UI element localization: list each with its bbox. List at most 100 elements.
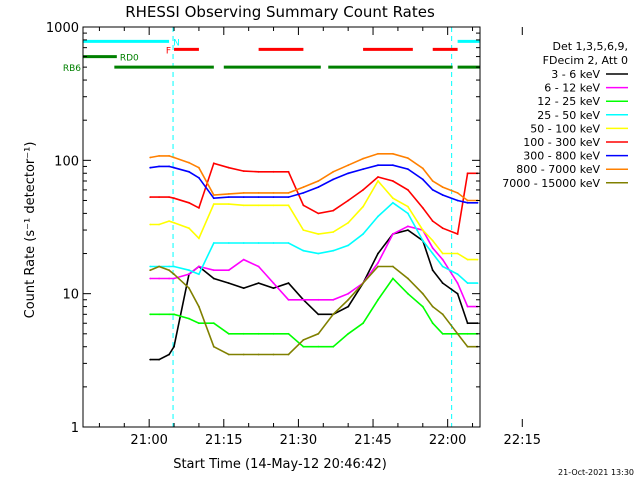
series-4-point-3 [173, 265, 175, 268]
series-8-point-7 [227, 193, 230, 195]
series-7-point-16 [362, 168, 364, 171]
series-2-point-11 [287, 298, 290, 301]
series-5-point-1 [158, 223, 161, 226]
series-4-point-2 [168, 265, 171, 268]
series-3-point-4 [188, 317, 190, 320]
series-4-point-15 [347, 244, 350, 247]
series-4-point-9 [257, 242, 260, 244]
series-6-point-18 [392, 180, 394, 182]
series-9-point-0 [149, 269, 152, 272]
series-5-point-19 [407, 205, 409, 208]
series-6-point-19 [407, 189, 409, 191]
series-1-point-17 [377, 252, 379, 255]
series-6-point-9 [257, 170, 260, 173]
series-6-point-15 [347, 199, 350, 202]
series-6-point-8 [242, 170, 245, 173]
series-8-point-5 [198, 166, 200, 169]
series-8-point-23 [456, 192, 459, 194]
series-3-point-0 [149, 313, 152, 316]
series-8-point-21 [431, 180, 434, 182]
series-9-point-8 [242, 353, 245, 356]
series-2-point-2 [168, 277, 171, 280]
series-4-point-19 [407, 212, 409, 215]
series-1-point-19 [407, 229, 409, 232]
series-4-point-25 [476, 282, 479, 284]
series-5-point-24 [466, 258, 469, 261]
series-3-point-10 [272, 332, 275, 335]
series-6-point-3 [173, 197, 175, 200]
series-3-point-20 [421, 305, 424, 308]
series-6-point-11 [287, 170, 290, 173]
series-2-point-9 [257, 265, 260, 268]
series-7-point-1 [158, 165, 161, 168]
series-9-point-6 [212, 345, 215, 348]
series-2-point-10 [272, 282, 275, 284]
series-9-point-10 [272, 353, 275, 356]
series-6-point-24 [466, 172, 469, 175]
series-6-point-13 [317, 212, 320, 215]
legend-label-5: 50 - 100 keV [530, 122, 600, 135]
series-5-point-10 [272, 204, 275, 207]
series-5-point-4 [188, 227, 190, 230]
series-9-point-15 [347, 298, 350, 301]
series-8-point-8 [242, 192, 245, 194]
series-7-point-23 [456, 199, 459, 202]
series-5-point-20 [421, 229, 424, 232]
series-9-point-7 [227, 353, 230, 356]
series-7-point-3 [173, 166, 175, 169]
series-7-point-8 [242, 196, 245, 199]
series-2-point-24 [466, 305, 469, 308]
series-7-point-21 [431, 189, 434, 191]
series-9-point-12 [302, 339, 305, 341]
series-9-point-4 [188, 287, 190, 289]
series-4-point-24 [466, 282, 469, 284]
legend-label-3: 12 - 25 keV [537, 95, 600, 108]
x-tick-label-21:45: 21:45 [354, 433, 391, 448]
series-3-point-13 [317, 345, 320, 348]
series-9-point-22 [441, 313, 444, 316]
series-8-point-20 [421, 167, 424, 170]
series-6-point-1 [158, 196, 161, 199]
series-7-point-14 [332, 178, 335, 181]
axes: 1 10 100 1000 21:00 21:15 21:30 21:45 22:00 22:15 [46, 21, 541, 448]
series-line-2 [150, 225, 478, 308]
series-6-point-16 [362, 189, 364, 191]
series-1-point-1 [158, 358, 161, 361]
legend-label-6: 100 - 300 keV [523, 136, 600, 149]
series-8-point-17 [377, 152, 379, 155]
legend-label-8: 800 - 7000 keV [516, 163, 600, 176]
series-4-point-0 [149, 265, 152, 268]
y-tick-label-1: 1 [71, 421, 79, 436]
series-line-8 [150, 153, 478, 202]
series-5-point-3 [173, 221, 175, 224]
series-2-point-4 [188, 273, 190, 276]
series-2-point-13 [317, 298, 320, 301]
x-tick-label-22:15: 22:15 [504, 433, 541, 448]
series-2-point-12 [302, 298, 305, 301]
series-8-point-24 [466, 199, 469, 202]
flag-label-n: N [173, 38, 180, 48]
series-2-point-3 [173, 277, 175, 280]
series-3-point-11 [287, 332, 290, 335]
series-3-point-14 [332, 345, 335, 348]
series-5-point-14 [332, 231, 335, 233]
series-9-point-23 [456, 332, 459, 335]
series-8-point-11 [287, 192, 290, 194]
plot-area: NF RD0 RB6 [63, 27, 480, 427]
series-5-point-13 [317, 233, 320, 235]
series-8-point-6 [212, 194, 215, 196]
series-1-point-8 [242, 287, 245, 289]
series-1-point-3 [173, 345, 175, 348]
series-2-point-1 [158, 277, 161, 280]
series-5-point-6 [212, 203, 215, 206]
series-7-point-20 [421, 178, 424, 181]
series-1-point-23 [456, 292, 459, 295]
series-6-point-21 [431, 220, 434, 223]
series-line-5 [150, 179, 478, 261]
series-7-point-17 [377, 164, 379, 167]
series-1-point-21 [431, 269, 434, 272]
series-5-point-7 [227, 203, 230, 206]
series-3-point-2 [168, 313, 171, 316]
